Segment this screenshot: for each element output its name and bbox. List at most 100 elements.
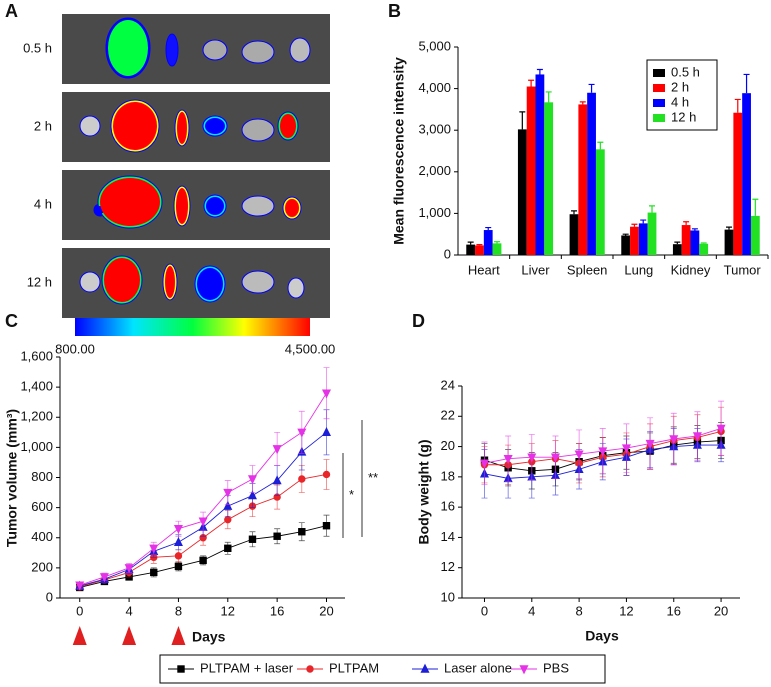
- y-tick-label: 20: [441, 438, 455, 453]
- y-tick-label: 3,000: [418, 122, 451, 137]
- bar: [595, 149, 605, 255]
- error-bar: [683, 221, 690, 226]
- y-axis-label: Tumor volume (mm³): [4, 409, 20, 547]
- error-bar: [536, 68, 543, 75]
- error-bar: [752, 198, 759, 216]
- panel-label: A: [5, 1, 18, 21]
- error-bar: [476, 244, 483, 246]
- error-bar: [494, 241, 501, 244]
- y-tick-label: 22: [441, 408, 455, 423]
- marker: [199, 556, 207, 565]
- bar: [517, 129, 527, 255]
- marker: [174, 562, 183, 571]
- bar: [492, 243, 502, 255]
- legend-label: 0.5 h: [671, 64, 700, 79]
- error-bar: [485, 226, 492, 231]
- y-tick-label: 18: [441, 468, 455, 483]
- marker: [716, 424, 726, 434]
- x-tick-label: 4: [125, 603, 132, 618]
- marker: [223, 488, 233, 498]
- error-bar: [640, 219, 647, 224]
- bar: [466, 244, 476, 255]
- legend-label: PLTPAM: [329, 660, 379, 675]
- bar: [587, 92, 596, 255]
- panel-label: C: [5, 311, 18, 331]
- organ: [244, 121, 272, 139]
- error-bar: [725, 226, 732, 230]
- marker: [645, 439, 655, 449]
- marker: [298, 528, 306, 536]
- bar: [483, 230, 493, 255]
- organ: [292, 40, 308, 60]
- y-tick-label: 0: [444, 246, 451, 261]
- x-tick-label: 20: [714, 603, 728, 618]
- x-axis-label: Days: [585, 628, 619, 644]
- x-axis-label: Days: [192, 629, 226, 645]
- marker: [149, 544, 159, 554]
- organ: [168, 36, 176, 64]
- bar: [690, 230, 700, 255]
- bar: [699, 243, 709, 255]
- organ: [104, 258, 140, 302]
- organ: [108, 20, 148, 76]
- legend-label: 2 h: [671, 79, 689, 94]
- marker: [479, 459, 489, 469]
- y-tick-label: 16: [441, 499, 455, 514]
- organ: [206, 197, 224, 215]
- error-bar: [674, 241, 681, 245]
- marker: [306, 665, 314, 673]
- marker: [173, 525, 183, 535]
- significance-label: **: [368, 470, 378, 485]
- bar: [621, 235, 631, 255]
- marker: [527, 453, 537, 463]
- error-bar: [743, 73, 750, 94]
- marker: [574, 450, 584, 460]
- bar: [535, 74, 545, 256]
- y-tick-label: 200: [31, 559, 53, 574]
- x-tick-label: Heart: [468, 262, 500, 277]
- organ: [244, 43, 272, 61]
- error-bar: [649, 205, 656, 213]
- y-tick-label: 4,000: [418, 80, 451, 95]
- marker: [224, 544, 232, 552]
- error-bar: [545, 91, 552, 103]
- y-tick-label: 0: [46, 589, 53, 604]
- organ: [205, 118, 225, 134]
- legend-swatch: [653, 84, 665, 92]
- organ: [82, 118, 98, 134]
- x-tick-label: 4: [528, 603, 535, 618]
- y-tick-label: 1,400: [20, 379, 53, 394]
- marker: [174, 552, 183, 560]
- marker: [322, 470, 331, 479]
- organ: [280, 114, 296, 138]
- marker: [273, 532, 281, 540]
- x-tick-label: 0: [481, 603, 488, 618]
- legend-swatch: [653, 114, 665, 122]
- error-bar: [519, 111, 526, 130]
- error-bar: [631, 223, 638, 227]
- error-bar: [588, 83, 595, 93]
- marker: [272, 475, 282, 485]
- x-tick-label: 16: [667, 603, 681, 618]
- bar: [544, 102, 554, 255]
- marker: [272, 445, 282, 455]
- bar: [638, 223, 648, 255]
- error-bar: [579, 101, 586, 105]
- marker: [124, 564, 134, 574]
- organ: [100, 178, 160, 226]
- y-tick-label: 600: [31, 499, 53, 514]
- row-label: 12 h: [27, 274, 52, 289]
- marker: [669, 435, 679, 445]
- marker: [177, 665, 185, 673]
- marker: [321, 426, 332, 437]
- marker: [198, 517, 208, 527]
- bar: [733, 112, 743, 255]
- marker: [173, 536, 183, 546]
- y-tick-label: 12: [441, 559, 455, 574]
- panel-label: D: [412, 311, 425, 331]
- x-tick-label: Lung: [624, 262, 653, 277]
- marker: [322, 522, 331, 530]
- y-tick-label: 1,600: [20, 348, 53, 363]
- organ: [176, 188, 188, 224]
- x-tick-label: Spleen: [567, 262, 607, 277]
